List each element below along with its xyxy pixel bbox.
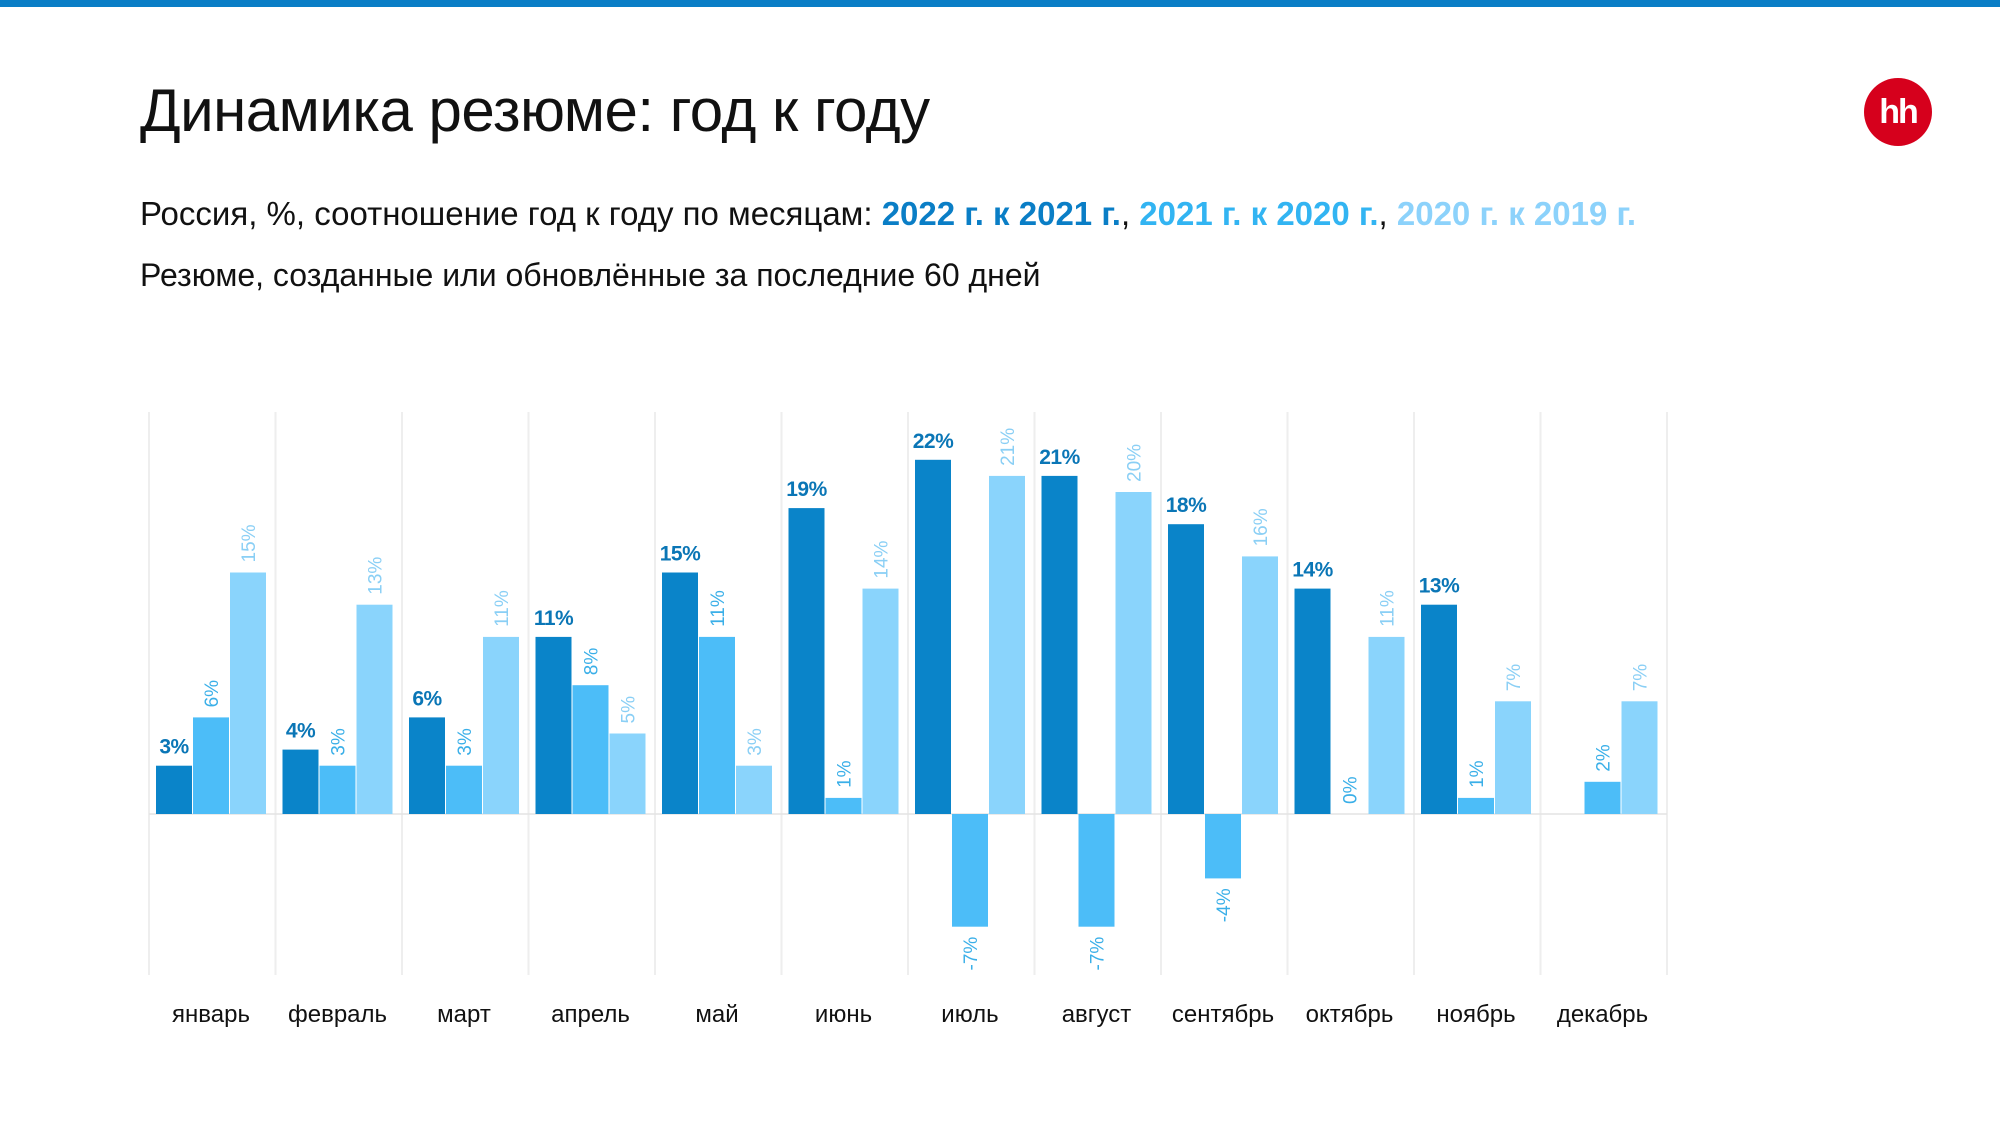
data-label: 5% [619,696,640,724]
data-label: 15% [660,543,701,566]
x-axis-label: февраль [288,1001,387,1028]
data-label: 6% [412,687,442,710]
x-axis-label: январь [172,1001,250,1028]
subtitle-prefix: Россия, %, соотношение год к году по мес… [140,195,882,232]
legend-series-2020: 2020 г. к 2019 г. [1396,195,1637,232]
bar-s1-3 [446,765,482,814]
data-label: 19% [786,478,827,501]
data-label: 3% [159,736,189,759]
data-label: 11% [492,590,513,627]
bar-s2-7 [989,475,1025,814]
bar-s1-11 [1458,797,1494,814]
bar-s2-3 [483,636,519,814]
data-label: 11% [1378,590,1399,627]
bar-s0-8 [1041,475,1078,814]
data-label: 20% [1125,444,1146,482]
data-label: 7% [1504,664,1525,692]
data-label: 14% [1292,559,1333,582]
chart-subtitle: Россия, %, соотношение год к году по мес… [140,195,1636,233]
data-label: 3% [329,728,350,756]
bar-s2-12 [1621,701,1658,814]
data-label: 1% [835,760,856,788]
data-label: 6% [202,680,223,708]
data-label: -7% [1088,937,1109,971]
x-axis-label: май [695,1001,738,1028]
legend-separator: , [1120,195,1140,232]
bar-s0-7 [915,459,951,814]
bar-s0-9 [1168,524,1204,814]
chart-note: Резюме, созданные или обновлённые за пос… [140,257,1041,293]
bar-s2-11 [1495,701,1531,814]
x-axis-label: ноябрь [1436,1001,1515,1028]
bar-s0-3 [409,717,445,814]
bar-s0-6 [788,508,825,814]
top-accent-bar [0,0,2000,7]
data-label: 18% [1166,494,1207,517]
bar-s1-5 [699,636,735,814]
x-axis-label: март [437,1001,491,1028]
x-axis-label: июнь [815,1001,872,1028]
bar-s0-4 [535,636,572,814]
data-label: 16% [1251,508,1272,546]
data-label: 1% [1467,760,1488,788]
legend-series-2021: 2021 г. к 2020 г. [1139,195,1379,232]
data-label: 13% [366,557,387,595]
bar-s1-7 [952,814,988,927]
data-label: 22% [913,430,954,453]
bar-s1-1 [193,717,229,814]
data-label: 21% [1039,446,1080,469]
page-title: Динамика резюме: год к году [140,77,930,144]
bar-s0-10 [1294,588,1331,814]
bar-s1-8 [1078,814,1115,927]
bar-s2-1 [230,572,266,814]
data-label: 2% [1594,744,1615,772]
x-axis-label: декабрь [1557,1001,1648,1028]
hh-logo: hh [1864,78,1932,146]
data-label: 7% [1631,664,1652,692]
bar-s0-2 [282,749,319,814]
bar-s1-2 [319,765,356,814]
data-label: 21% [998,428,1019,466]
logo-text: hh [1879,92,1919,131]
x-axis-label: октябрь [1306,1001,1394,1028]
x-axis-label: сентябрь [1172,1001,1274,1028]
data-label: 14% [872,540,893,578]
data-label: 4% [286,720,316,743]
data-label: 8% [582,648,603,676]
data-label: 11% [708,590,729,627]
bar-s2-4 [609,733,646,814]
bar-s1-9 [1205,814,1241,879]
bar-s1-6 [825,797,862,814]
bar-s2-9 [1242,556,1278,814]
bar-s2-2 [356,604,393,814]
data-label: -7% [961,937,982,971]
data-label: 3% [455,728,476,756]
bar-s0-5 [662,572,698,814]
data-label: 15% [239,524,260,562]
legend-separator: , [1378,195,1397,232]
bar-s0-1 [156,765,192,814]
bar-s1-4 [572,685,609,814]
x-axis-label: август [1062,1001,1132,1028]
data-label: 11% [534,607,574,630]
bar-s2-8 [1115,492,1152,814]
x-axis-label: апрель [551,1001,630,1028]
data-label: 13% [1419,575,1460,598]
data-label: -4% [1214,888,1235,922]
bar-s2-6 [862,588,899,814]
x-axis-label: июль [941,1001,998,1028]
bar-s2-5 [736,765,772,814]
bar-s0-11 [1421,604,1457,814]
data-label: 0% [1341,776,1362,804]
bar-s2-10 [1368,636,1405,814]
legend-series-2022: 2022 г. к 2021 г. [881,195,1121,232]
bar-s1-12 [1584,781,1621,814]
data-label: 3% [745,728,766,756]
